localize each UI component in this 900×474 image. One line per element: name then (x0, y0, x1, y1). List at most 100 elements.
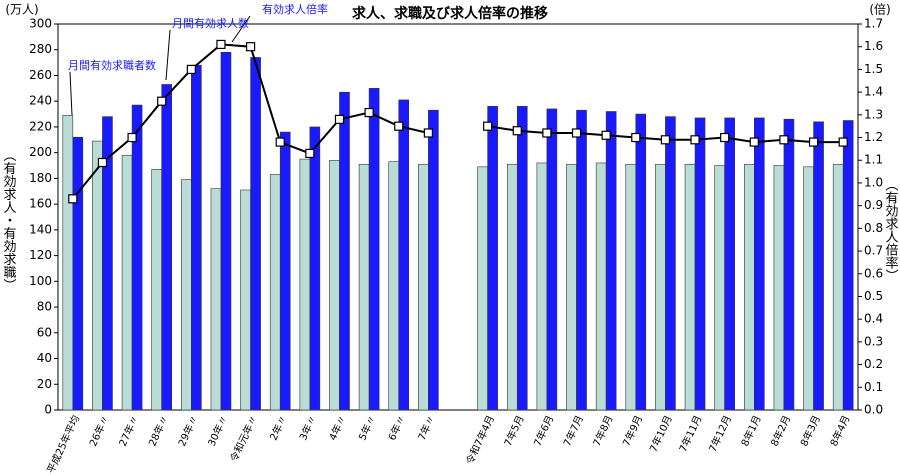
marker (423, 128, 433, 138)
x-tick-label: 7年10月 (647, 413, 675, 454)
y-tick-label: 40 (37, 351, 52, 365)
y-tick-label: 20 (37, 377, 52, 391)
bar (62, 115, 74, 411)
x-tick-label: 28年〃 (146, 413, 172, 448)
x-tick-label: 7年6月 (531, 413, 557, 448)
bar (181, 179, 192, 411)
bar (546, 108, 558, 411)
y2-tick-label: 0.5 (864, 289, 883, 303)
marker (364, 107, 374, 118)
bar (121, 154, 133, 411)
y2-tick-label: 1.4 (864, 85, 883, 99)
bar (753, 117, 765, 411)
marker (512, 126, 522, 136)
y-tick-label: 140 (29, 222, 52, 236)
bar (250, 57, 261, 411)
chart-title: 求人、求職及び求人倍率の推移 (352, 5, 548, 22)
y2-tick-label: 1.7 (864, 17, 883, 31)
y-tick-label: 60 (37, 325, 52, 339)
x-tick-label: 7年11月 (676, 413, 704, 454)
x-tick-label: 2年〃 (267, 413, 290, 442)
marker (334, 114, 345, 124)
bar (665, 116, 676, 411)
y2-tick-label: 0.8 (864, 221, 883, 235)
x-tick-label: 7年12月 (706, 413, 734, 454)
x-tick-label: 令和元年〃 (227, 413, 260, 464)
marker (720, 132, 730, 143)
y2-axis-title: （有効求人倍率） (883, 178, 899, 282)
y2-tick-label: 0.6 (864, 266, 883, 280)
leader-line (231, 15, 251, 43)
bar (724, 117, 735, 411)
y2-tick-label: 0.1 (864, 380, 883, 394)
marker (808, 137, 819, 147)
x-tick-label: 6年〃 (385, 413, 408, 442)
bar (418, 163, 429, 411)
bar (576, 109, 587, 411)
marker (571, 128, 582, 138)
marker (186, 64, 196, 75)
bar (516, 106, 528, 411)
leader-line (165, 29, 171, 81)
marker (305, 148, 315, 159)
y-tick-label: 100 (29, 274, 52, 288)
marker (97, 157, 108, 168)
bar (161, 84, 173, 411)
bar (102, 116, 113, 411)
bar (151, 169, 163, 411)
legend-label: 月間有効求職者数 (68, 58, 156, 72)
marker (394, 121, 404, 131)
y-tick-label: 220 (29, 119, 52, 133)
bar (279, 131, 291, 411)
y2-tick-label: 0.2 (864, 357, 883, 371)
bar (783, 118, 795, 411)
marker (216, 39, 226, 50)
x-tick-label: 29年〃 (175, 413, 201, 448)
bar (714, 165, 725, 411)
marker (749, 137, 759, 147)
bar (536, 162, 548, 411)
x-tick-label: 7年8月 (590, 413, 616, 448)
marker (127, 132, 137, 143)
marker (275, 137, 285, 147)
annotations (69, 15, 251, 116)
marker (779, 135, 789, 145)
y2-tick-label: 1.5 (864, 62, 883, 76)
y-tick-label: 180 (29, 171, 52, 185)
bar (803, 166, 814, 411)
y2-tick-label: 0.7 (864, 244, 883, 258)
y-unit: (万人) (5, 3, 38, 17)
x-tick-label: 7年5月 (501, 413, 527, 448)
bar (655, 163, 666, 411)
y2-tick-label: 1.0 (864, 175, 883, 189)
marker (660, 135, 671, 145)
x-tick-label: 8年1月 (738, 413, 764, 448)
y-tick-label: 120 (29, 248, 52, 262)
x-tick-label: 5年〃 (356, 413, 379, 442)
x-tick-label: 平成25年平均 (44, 413, 82, 474)
bar (388, 161, 400, 411)
marker (631, 132, 641, 143)
bar (813, 121, 824, 411)
y-axis-title: （有効求人・有効求職） (1, 149, 17, 292)
y2-tick-label: 0.0 (864, 403, 883, 417)
x-tick-label: 7年7月 (560, 413, 586, 448)
legend-label: 有効求人倍率 (262, 2, 328, 16)
y2-tick-label: 1.2 (864, 130, 883, 144)
marker (838, 137, 848, 147)
bar (269, 174, 281, 411)
bar (339, 91, 350, 411)
bar (368, 88, 380, 411)
y-tick-label: 0 (44, 403, 52, 417)
legend-label: 月間有効求人数 (172, 16, 249, 30)
x-tick-label: 7年9月 (620, 413, 646, 448)
leader-line (69, 71, 73, 116)
bar (694, 117, 706, 411)
x-tick-label: 7年〃 (415, 413, 438, 442)
bar (240, 189, 251, 411)
bar (477, 166, 488, 411)
y2-tick-label: 1.1 (864, 153, 883, 167)
bar (309, 126, 321, 411)
x-tick-label: 8年2月 (768, 413, 794, 448)
